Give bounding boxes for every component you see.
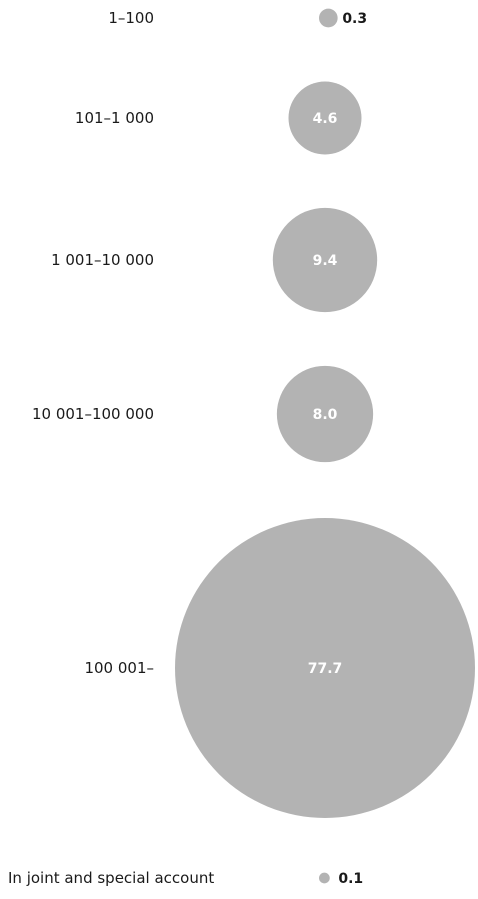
category-label: In joint and special account	[8, 869, 214, 887]
category-label: 100 001–	[84, 659, 154, 677]
value-label: 77.7	[308, 661, 343, 677]
value-label: 0.3	[342, 11, 367, 27]
bubble	[276, 365, 374, 463]
value-label: 8.0	[313, 407, 338, 423]
value-label: 0.1	[338, 871, 363, 887]
bubble	[272, 207, 378, 313]
category-label: 1 001–10 000	[51, 251, 154, 269]
bubble	[288, 81, 362, 155]
category-label: 101–1 000	[75, 109, 154, 127]
category-label: 1–100	[108, 9, 154, 27]
bubble	[319, 872, 330, 884]
bubble	[319, 8, 338, 28]
value-label: 4.6	[313, 111, 338, 127]
bubble	[175, 518, 475, 818]
value-label: 9.4	[313, 253, 338, 269]
category-label: 10 001–100 000	[32, 405, 154, 423]
